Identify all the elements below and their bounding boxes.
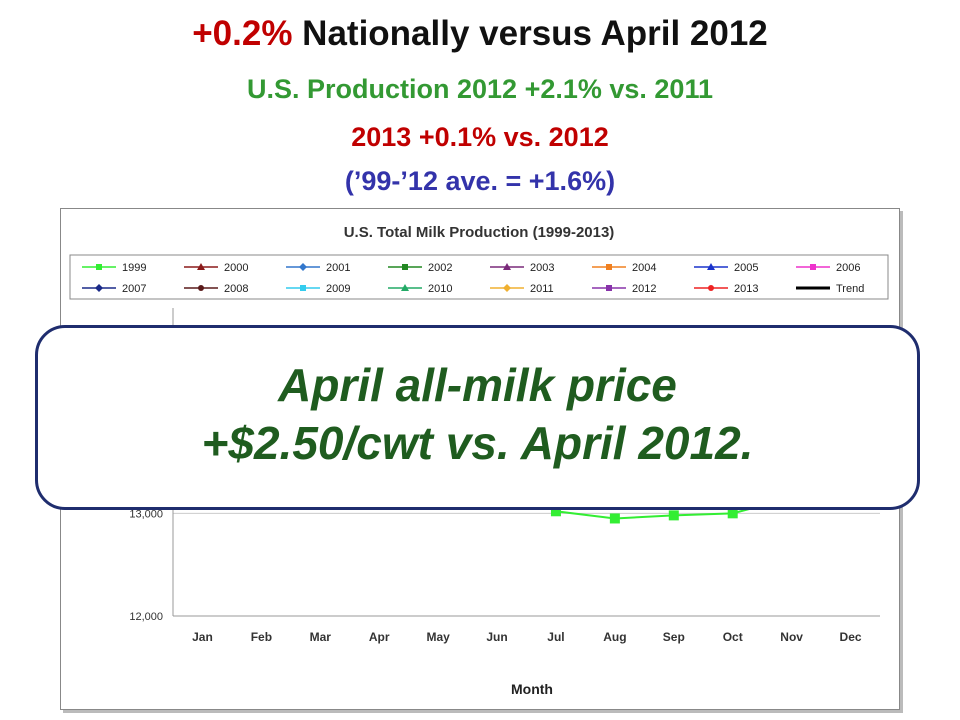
legend-marker-2001 bbox=[299, 263, 307, 271]
x-tick-label: Jul bbox=[547, 630, 564, 644]
legend-label-1999: 1999 bbox=[122, 262, 146, 274]
y-tick-label: 13,000 bbox=[129, 508, 163, 520]
legend-marker-2006 bbox=[810, 264, 816, 270]
legend-marker-2010 bbox=[401, 284, 409, 291]
legend-marker-2005 bbox=[707, 263, 715, 270]
data-point-1999 bbox=[727, 508, 738, 519]
data-point-1999 bbox=[609, 513, 620, 524]
legend-label-2003: 2003 bbox=[530, 262, 554, 274]
legend-label-2007: 2007 bbox=[122, 283, 146, 295]
x-axis-label: Month bbox=[511, 681, 553, 697]
callout-line-2: +$2.50/cwt vs. April 2012. bbox=[201, 417, 754, 469]
legend-label-2006: 2006 bbox=[836, 262, 860, 274]
legend-marker-2011 bbox=[503, 284, 511, 292]
legend-marker-2009 bbox=[300, 285, 306, 291]
x-tick-label: Jan bbox=[192, 630, 213, 644]
x-tick-label: Feb bbox=[251, 630, 272, 644]
legend-marker-2007 bbox=[95, 284, 103, 292]
x-tick-label: Nov bbox=[780, 630, 803, 644]
x-tick-label: Aug bbox=[603, 630, 626, 644]
x-tick-label: May bbox=[426, 630, 450, 644]
price-callout-box: April all-milk price +$2.50/cwt vs. Apri… bbox=[35, 325, 920, 510]
callout-line-1: April all-milk price bbox=[278, 359, 677, 411]
legend-marker-2012 bbox=[606, 285, 612, 291]
legend-marker-2003 bbox=[503, 263, 511, 270]
legend-label-2010: 2010 bbox=[428, 283, 452, 295]
legend-label-2004: 2004 bbox=[632, 262, 656, 274]
average-change-line: (’99-’12 ave. = +1.6%) bbox=[344, 166, 616, 196]
chart-title: U.S. Total Milk Production (1999-2013) bbox=[344, 224, 615, 241]
legend-marker-2008 bbox=[198, 285, 204, 291]
legend-label-2009: 2009 bbox=[326, 283, 350, 295]
legend-label-2001: 2001 bbox=[326, 262, 350, 274]
legend-marker-2013 bbox=[708, 285, 714, 291]
legend-label-2008: 2008 bbox=[224, 283, 248, 295]
legend-label-Trend: Trend bbox=[836, 283, 864, 295]
legend-label-2000: 2000 bbox=[224, 262, 248, 274]
legend-marker-2000 bbox=[197, 263, 205, 270]
legend-box bbox=[69, 254, 889, 300]
x-tick-label: Dec bbox=[840, 630, 862, 644]
x-tick-label: Mar bbox=[310, 630, 332, 644]
x-tick-label: Oct bbox=[723, 630, 743, 644]
headline-text: Nationally versus April 2012 bbox=[292, 14, 768, 53]
x-tick-label: Jun bbox=[486, 630, 507, 644]
x-tick-label: Apr bbox=[369, 630, 390, 644]
legend-label-2002: 2002 bbox=[428, 262, 452, 274]
us-production-2012-line: U.S. Production 2012 +2.1% vs. 2011 bbox=[247, 74, 713, 104]
legend-label-2005: 2005 bbox=[734, 262, 758, 274]
legend-marker-1999 bbox=[96, 264, 102, 270]
headline-national-change: +0.2% Nationally versus April 2012 bbox=[0, 14, 960, 54]
headline-pct: +0.2% bbox=[192, 14, 293, 53]
production-2013-line: 2013 +0.1% vs. 2012 bbox=[351, 122, 609, 152]
y-tick-label: 12,000 bbox=[129, 611, 163, 623]
x-tick-label: Sep bbox=[663, 630, 685, 644]
legend-label-2011: 2011 bbox=[530, 283, 554, 295]
legend-label-2013: 2013 bbox=[734, 283, 758, 295]
legend-label-2012: 2012 bbox=[632, 283, 656, 295]
legend-marker-2002 bbox=[402, 264, 408, 270]
legend-marker-2004 bbox=[606, 264, 612, 270]
data-point-1999 bbox=[550, 506, 561, 517]
data-point-1999 bbox=[668, 510, 679, 521]
